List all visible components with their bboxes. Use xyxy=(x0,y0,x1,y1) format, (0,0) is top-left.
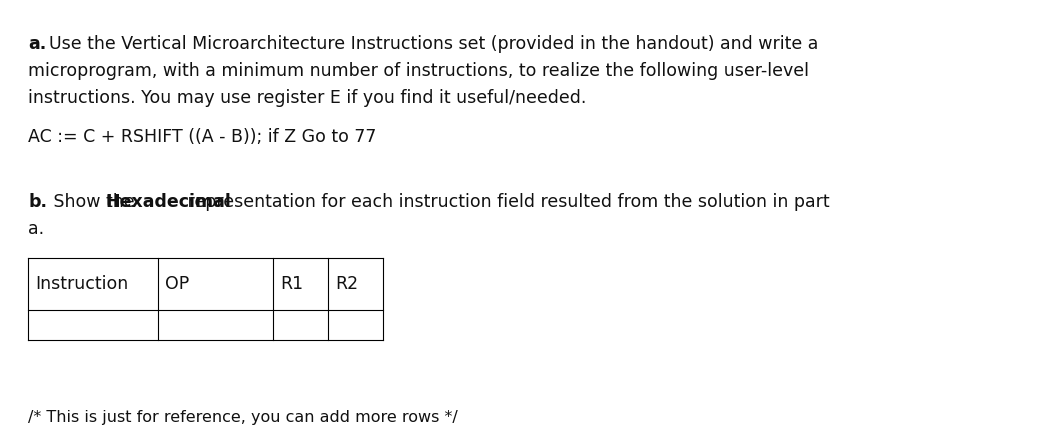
Text: Use the Vertical Microarchitecture Instructions set (provided in the handout) an: Use the Vertical Microarchitecture Instr… xyxy=(49,35,819,53)
Text: AC := C + RSHIFT ((A - B)); if Z Go to 77: AC := C + RSHIFT ((A - B)); if Z Go to 7… xyxy=(28,128,376,146)
Text: a.: a. xyxy=(28,35,47,53)
Text: /* This is just for reference, you can add more rows */: /* This is just for reference, you can a… xyxy=(28,410,457,425)
Text: OP: OP xyxy=(165,275,190,293)
Text: representation for each instruction field resulted from the solution in part: representation for each instruction fiel… xyxy=(182,193,829,211)
Text: Hexadecimal: Hexadecimal xyxy=(105,193,231,211)
Text: b.: b. xyxy=(28,193,47,211)
Text: instructions. You may use register E if you find it useful/needed.: instructions. You may use register E if … xyxy=(28,89,587,107)
Text: R1: R1 xyxy=(280,275,303,293)
Text: microprogram, with a minimum number of instructions, to realize the following us: microprogram, with a minimum number of i… xyxy=(28,62,809,80)
Text: Show the: Show the xyxy=(48,193,140,211)
Text: a.: a. xyxy=(28,220,44,238)
Text: Instruction: Instruction xyxy=(35,275,128,293)
Text: R2: R2 xyxy=(335,275,358,293)
